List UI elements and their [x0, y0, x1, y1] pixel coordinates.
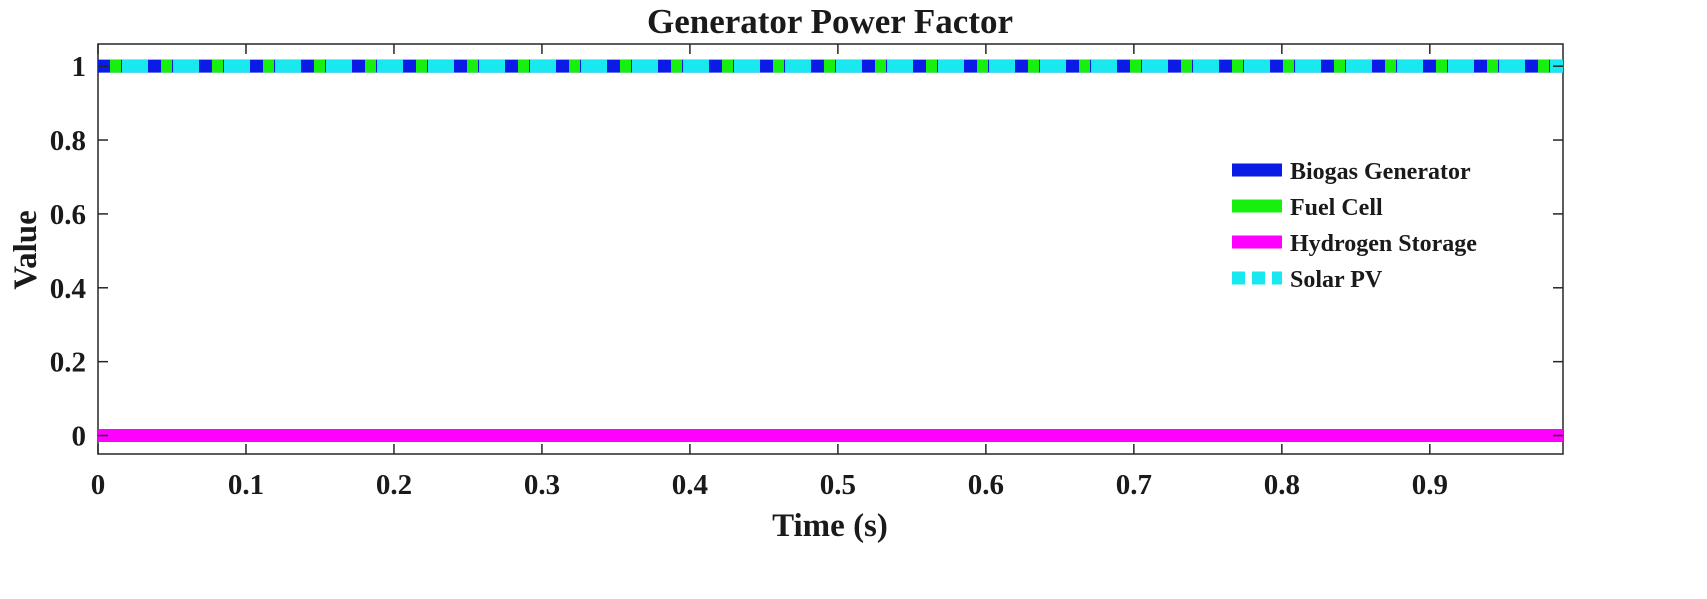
x-tick-label: 0.6 [968, 469, 1004, 501]
y-tick-label: 0.2 [50, 347, 86, 379]
x-tick-label: 0.5 [820, 469, 856, 501]
x-tick-label: 0.2 [376, 469, 412, 501]
x-tick-label: 0.7 [1116, 469, 1152, 501]
y-tick-label: 0.6 [50, 199, 86, 231]
legend-label: Biogas Generator [1290, 159, 1471, 185]
y-axis-label: Value [8, 210, 44, 289]
y-tick-label: 1 [72, 51, 87, 83]
y-tick-label: 0.4 [50, 273, 86, 305]
legend: Biogas Generator Fuel Cell Hydrogen Storag… [1232, 159, 1477, 293]
x-tick-label: 0 [91, 469, 106, 501]
legend-item-biogas-generator: Biogas Generator [1232, 159, 1471, 185]
legend-item-solar-pv: Solar PV [1232, 267, 1383, 293]
legend-item-hydrogen-storage: Hydrogen Storage [1232, 231, 1477, 257]
y-tick-label: 0.8 [50, 125, 86, 157]
legend-label: Solar PV [1290, 267, 1383, 293]
legend-label: Hydrogen Storage [1290, 231, 1477, 257]
x-tick-label: 0.4 [672, 469, 708, 501]
y-tick-label: 0 [72, 421, 87, 453]
legend-label: Fuel Cell [1290, 195, 1383, 221]
x-tick-label: 0.3 [524, 469, 560, 501]
ticks-layer: 0 0.1 0.2 0.3 0.4 0.5 0.6 0.7 0.8 0.9 0 0.2 0.4 0.6 0.… [50, 44, 1563, 501]
chart-title: Generator Power Factor [647, 2, 1013, 41]
x-axis-label: Time (s) [772, 508, 888, 544]
series-layer [98, 59, 1563, 443]
legend-item-fuel-cell: Fuel Cell [1232, 195, 1383, 221]
plot-area [97, 43, 1564, 455]
x-tick-label: 0.8 [1264, 469, 1300, 501]
x-tick-label: 0.9 [1412, 469, 1448, 501]
x-tick-label: 0.1 [228, 469, 264, 501]
